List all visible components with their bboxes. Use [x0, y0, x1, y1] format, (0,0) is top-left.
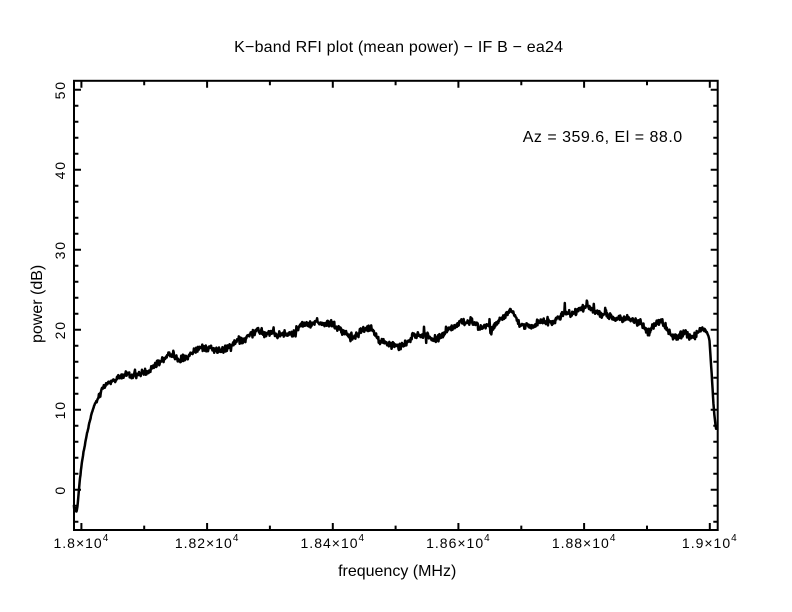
svg-text:Az = 359.6, El = 88.0: Az = 359.6, El = 88.0 — [523, 129, 683, 146]
svg-text:20: 20 — [52, 320, 68, 339]
svg-text:0: 0 — [52, 485, 68, 495]
svg-text:K−band RFI plot (mean power) −: K−band RFI plot (mean power) − IF B − ea… — [234, 39, 563, 56]
svg-text:40: 40 — [52, 160, 68, 179]
svg-text:1.84×104: 1.84×104 — [301, 533, 366, 551]
svg-text:50: 50 — [52, 80, 68, 99]
svg-text:1.8×104: 1.8×104 — [54, 533, 110, 551]
svg-text:1.9×104: 1.9×104 — [682, 533, 738, 551]
svg-text:frequency (MHz): frequency (MHz) — [338, 563, 456, 580]
svg-text:30: 30 — [52, 240, 68, 259]
svg-text:10: 10 — [52, 400, 68, 419]
svg-text:power (dB): power (dB) — [29, 265, 46, 343]
svg-text:1.86×104: 1.86×104 — [426, 533, 491, 551]
svg-text:1.82×104: 1.82×104 — [175, 533, 240, 551]
svg-text:1.88×104: 1.88×104 — [552, 533, 617, 551]
